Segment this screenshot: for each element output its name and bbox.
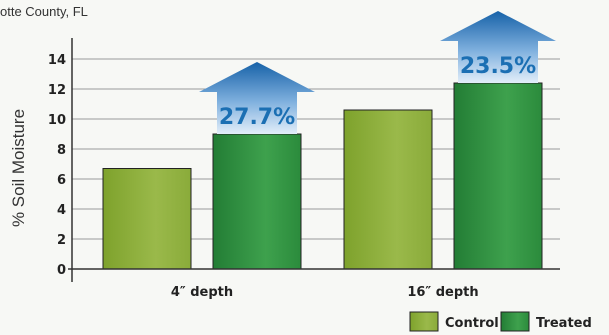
legend: Control Treated [409,311,592,332]
bar-treated-1 [212,133,302,270]
legend-label-treated: Treated [536,316,592,331]
y-tick-label: 14 [48,53,66,68]
legend-swatch-control [409,311,439,332]
legend-label-control: Control [445,316,499,331]
bars [102,82,543,270]
y-tick-label: 12 [48,83,66,98]
axes [68,38,560,282]
y-tick-label: 8 [57,143,66,158]
category-labels: 4″ depth 16″ depth [171,285,479,300]
legend-swatch-treated [500,311,530,332]
increase-percent-label: 23.5% [460,54,536,79]
y-tick-label: 6 [57,173,66,188]
increase-arrow-1 [199,62,315,134]
bar-control-1 [102,168,192,270]
increase-percent-label: 27.7% [219,105,295,130]
y-tick-labels: 0 2 4 6 8 10 12 14 [48,53,66,278]
y-tick-label: 0 [57,263,66,278]
y-tick-label: 10 [48,113,66,128]
y-tick-label: 2 [57,233,66,248]
increase-arrow-2 [440,11,556,83]
y-tick-label: 4 [57,203,66,218]
y-axis-label: % Soil Moisture [9,109,28,227]
bar-control-2 [343,109,433,270]
category-label: 4″ depth [171,285,233,300]
increase-arrows: 27.7% 23.5% [199,11,556,134]
bar-treated-2 [453,82,543,270]
category-label: 16″ depth [407,285,478,300]
chart-subtitle: otte County, FL [0,4,88,19]
